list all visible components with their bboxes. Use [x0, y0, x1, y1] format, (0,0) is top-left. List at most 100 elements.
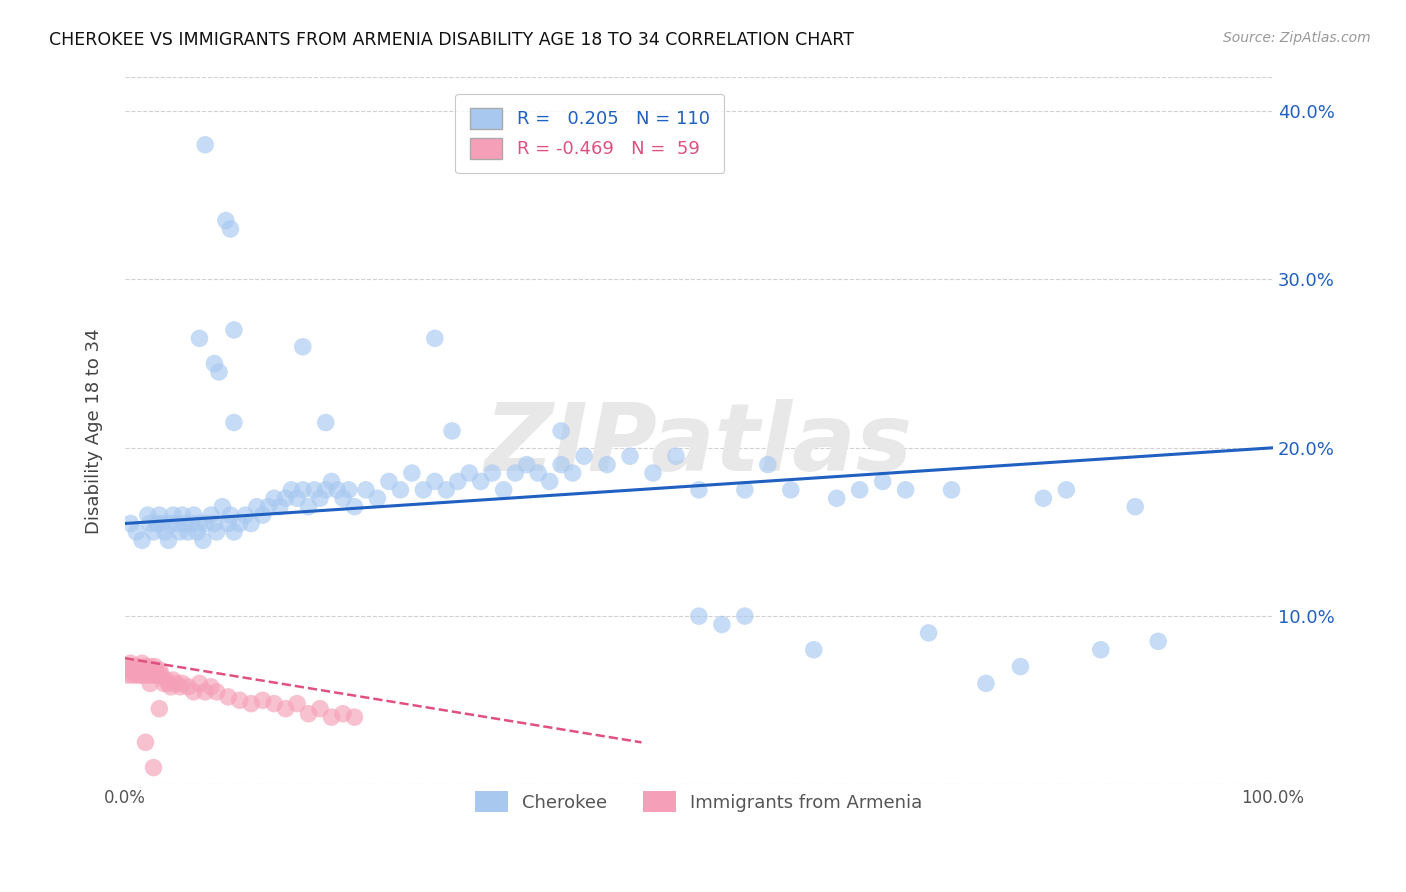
Point [274, 491, 297, 506]
Point [222, 323, 245, 337]
Point [285, 697, 308, 711]
Point [596, 458, 619, 472]
Point [291, 483, 314, 497]
Point [177, 680, 200, 694]
Point [141, 668, 163, 682]
Point [619, 449, 641, 463]
Point [177, 524, 200, 539]
Point [139, 676, 162, 690]
Point [188, 516, 211, 531]
Point [332, 706, 354, 721]
Point [366, 491, 388, 506]
Point [240, 697, 263, 711]
Point [688, 483, 710, 497]
Point [129, 668, 152, 682]
Point [219, 508, 242, 522]
Point [423, 475, 446, 489]
Text: CHEROKEE VS IMMIGRANTS FROM ARMENIA DISABILITY AGE 18 TO 34 CORRELATION CHART: CHEROKEE VS IMMIGRANTS FROM ARMENIA DISA… [49, 31, 853, 49]
Point [191, 533, 214, 548]
Point [222, 416, 245, 430]
Point [159, 680, 181, 694]
Point [825, 491, 848, 506]
Point [146, 516, 169, 531]
Point [458, 466, 481, 480]
Point [202, 357, 225, 371]
Point [166, 676, 188, 690]
Point [297, 500, 319, 514]
Point [166, 516, 188, 531]
Point [169, 680, 191, 694]
Point [257, 500, 280, 514]
Point [297, 706, 319, 721]
Point [132, 663, 155, 677]
Point [122, 659, 145, 673]
Point [134, 668, 156, 682]
Point [148, 508, 170, 522]
Point [389, 483, 412, 497]
Point [157, 676, 180, 690]
Point [183, 508, 205, 522]
Point [200, 508, 222, 522]
Point [200, 680, 222, 694]
Point [321, 710, 343, 724]
Point [228, 693, 250, 707]
Point [208, 365, 231, 379]
Point [205, 524, 228, 539]
Point [263, 697, 285, 711]
Point [412, 483, 434, 497]
Point [153, 676, 176, 690]
Point [202, 516, 225, 531]
Point [274, 701, 297, 715]
Point [150, 668, 173, 682]
Point [219, 222, 242, 236]
Point [423, 331, 446, 345]
Point [941, 483, 963, 497]
Point [228, 516, 250, 531]
Point [131, 533, 153, 548]
Point [155, 673, 177, 687]
Point [641, 466, 664, 480]
Point [337, 483, 360, 497]
Point [447, 475, 470, 489]
Point [550, 458, 572, 472]
Point [1090, 642, 1112, 657]
Point [152, 516, 174, 531]
Point [803, 642, 825, 657]
Point [321, 475, 343, 489]
Point [1010, 659, 1032, 673]
Point [135, 663, 157, 677]
Point [246, 500, 269, 514]
Point [665, 449, 688, 463]
Point [205, 685, 228, 699]
Point [974, 676, 997, 690]
Point [252, 508, 274, 522]
Point [134, 659, 156, 673]
Point [148, 663, 170, 677]
Point [139, 516, 162, 531]
Point [516, 458, 538, 472]
Point [138, 663, 160, 677]
Point [688, 609, 710, 624]
Point [153, 524, 176, 539]
Point [145, 663, 167, 677]
Point [136, 668, 159, 682]
Point [240, 516, 263, 531]
Point [162, 673, 184, 687]
Point [263, 491, 285, 506]
Point [180, 516, 202, 531]
Point [141, 663, 163, 677]
Point [734, 483, 756, 497]
Point [1054, 483, 1077, 497]
Point [481, 466, 503, 480]
Point [188, 331, 211, 345]
Point [332, 491, 354, 506]
Point [378, 475, 401, 489]
Point [235, 508, 257, 522]
Point [756, 458, 779, 472]
Point [917, 626, 939, 640]
Point [194, 685, 217, 699]
Point [136, 508, 159, 522]
Point [120, 516, 142, 531]
Point [159, 516, 181, 531]
Point [503, 466, 526, 480]
